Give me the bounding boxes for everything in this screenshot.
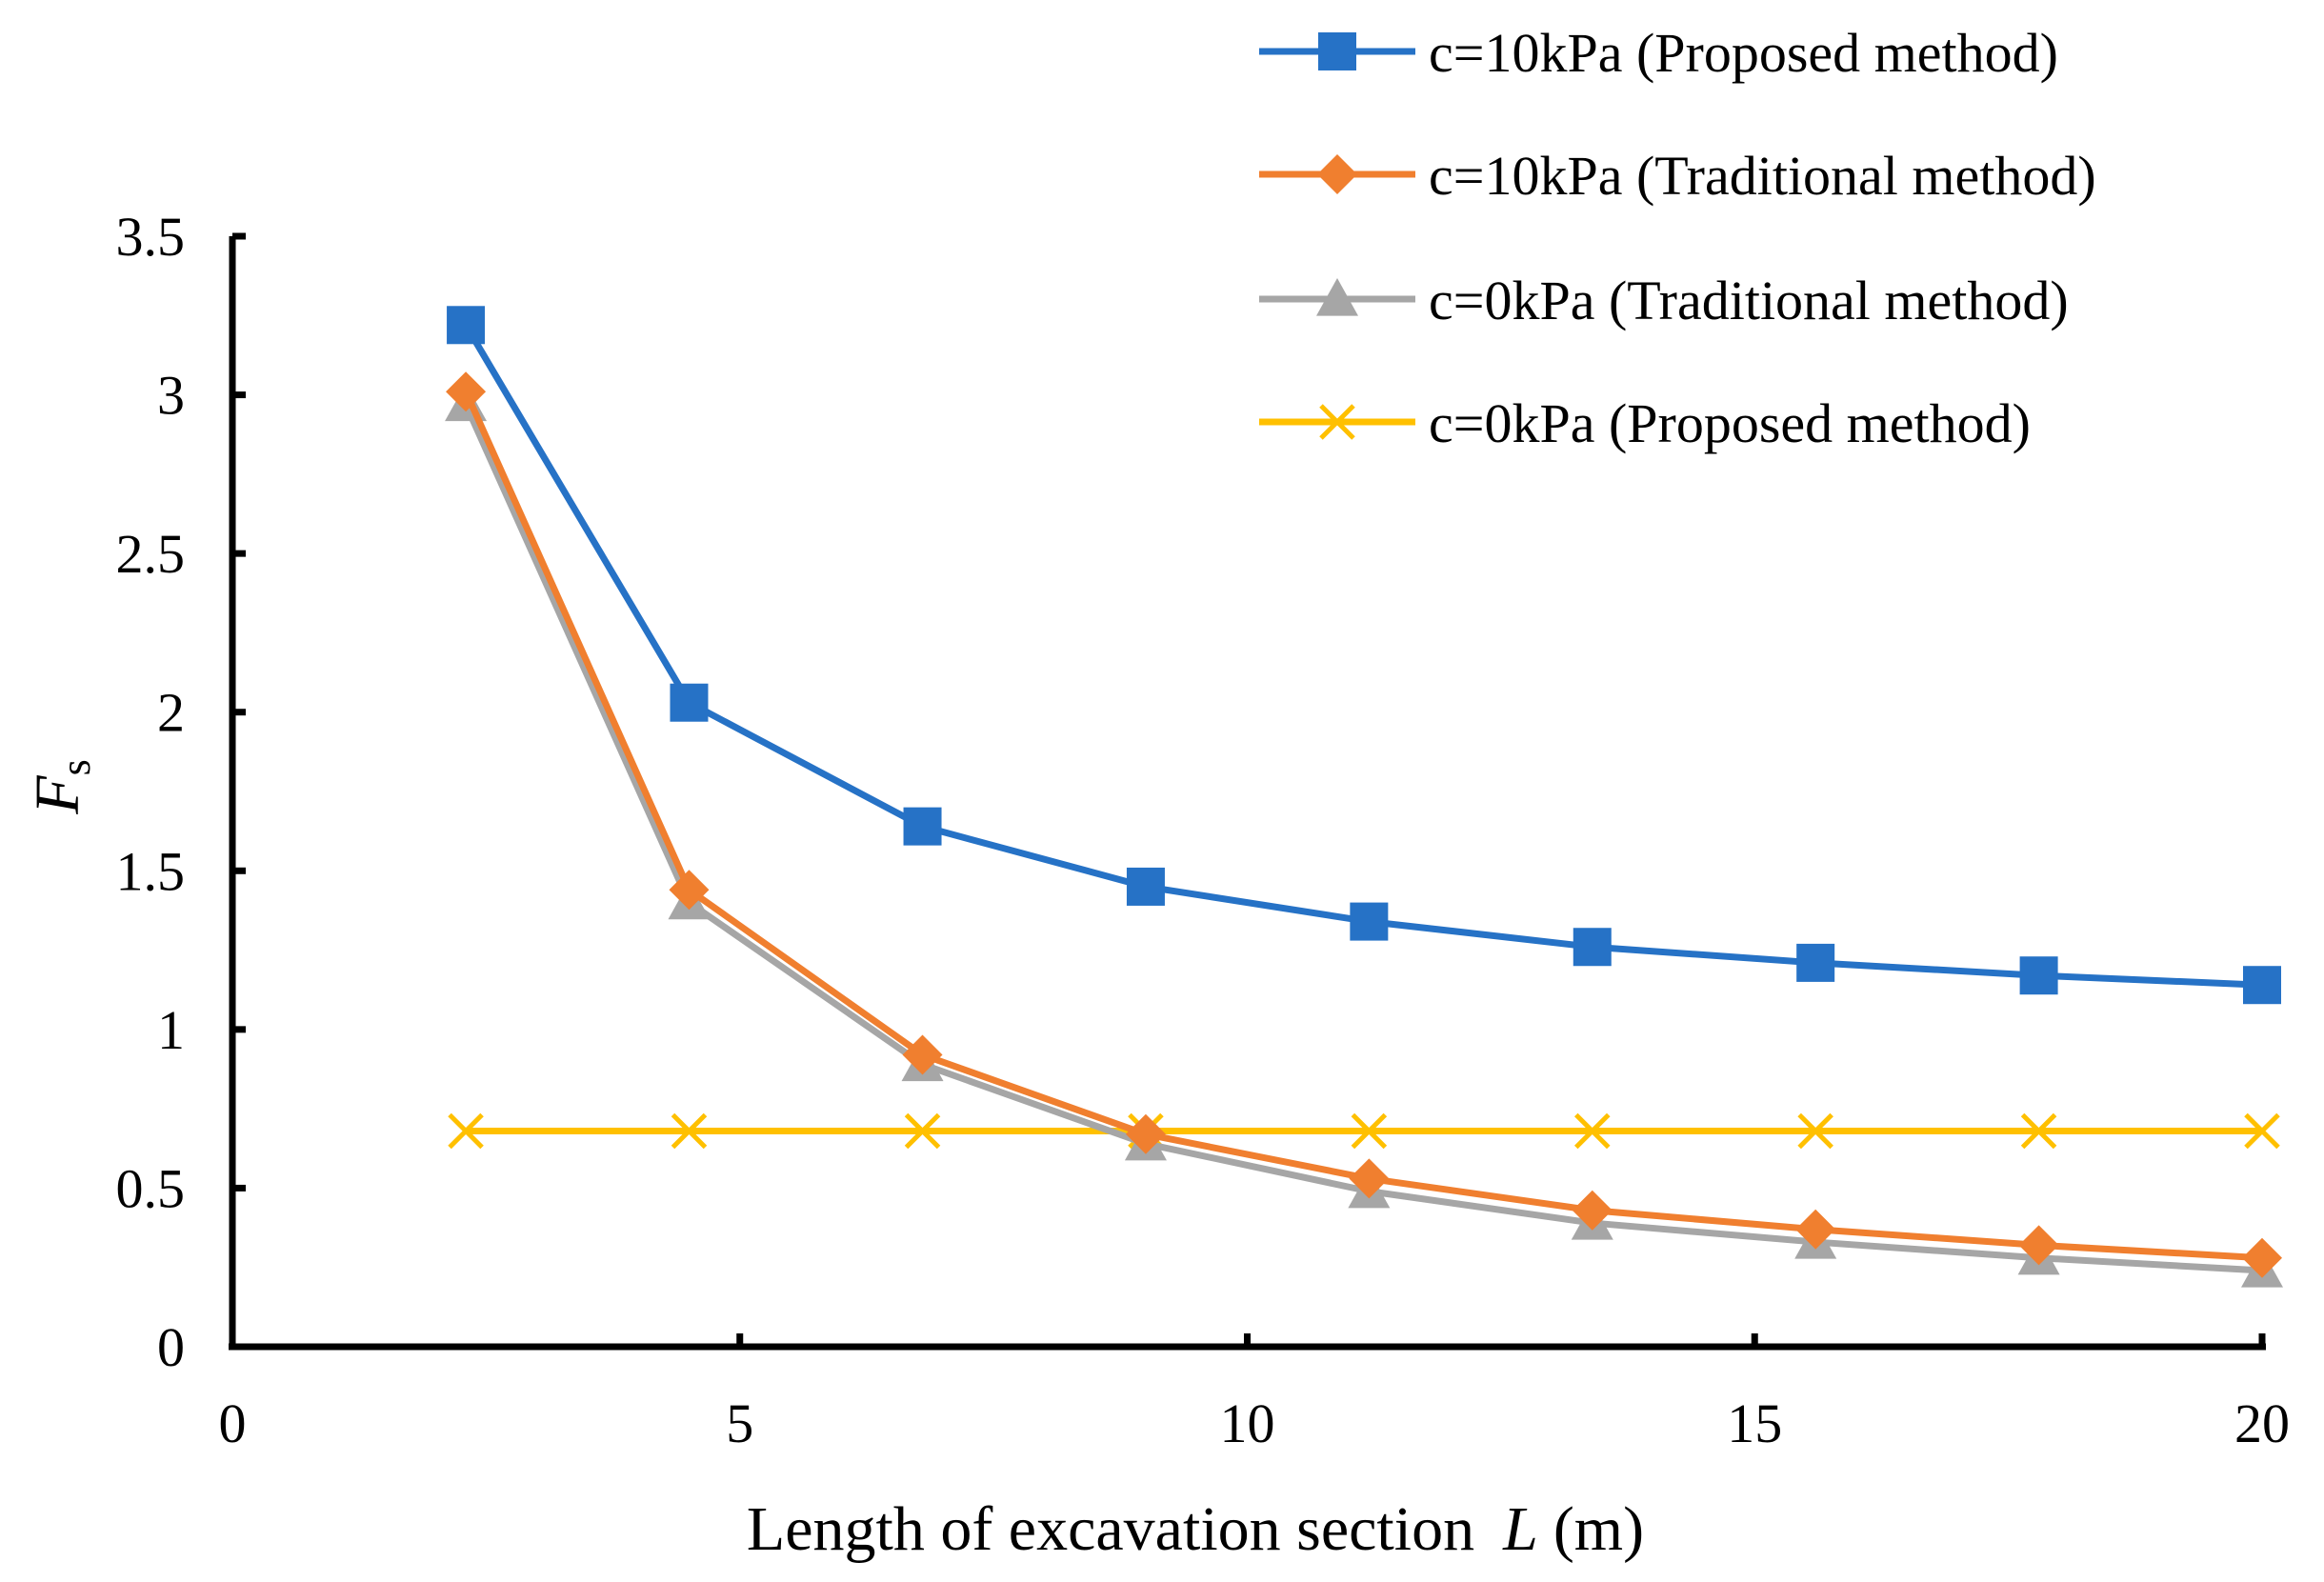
data-point [1795,1209,1836,1250]
plot-axes: 0 0.5 1 1.5 2 2.5 3 3.5 0 5 10 15 20 [116,206,2291,1454]
data-point [2244,1112,2280,1150]
marker-stroke [1351,1112,1388,1150]
marker-stroke [1574,1112,1611,1150]
data-point [1797,1112,1833,1150]
y-tick-label: 1.5 [116,840,186,902]
y-axis-title-sub: s [52,759,99,775]
data-point [2018,1225,2059,1266]
y-tick-label: 0.5 [116,1157,186,1219]
series-2 [446,371,2282,1278]
x-tick-label: 0 [219,1392,247,1454]
data-point [669,870,710,911]
legend-marker [1316,278,1358,316]
x-axis-title-main: Length of excavation section [747,1494,1474,1564]
legend-marker [1317,154,1357,194]
marker-stroke [904,1112,941,1150]
legend: c=10kPa (Proposed method) c=10kPa (Tradit… [1259,22,2096,454]
series-3 [445,383,2283,1288]
legend-label: c=0kPa (Proposed method) [1429,392,2031,454]
x-tick-label: 15 [1727,1392,1782,1454]
x-axis-title: Length of excavation section L (m) [747,1494,1644,1564]
data-point [671,1112,708,1150]
data-point [903,807,942,846]
data-point [1573,928,1612,967]
data-point [2242,1237,2282,1278]
y-axis-title: Fs [23,759,99,814]
marker-stroke [1797,1112,1833,1150]
marker-stroke [1319,404,1355,440]
y-tick-label: 3.5 [116,206,186,268]
data-point [2243,966,2281,1005]
y-tick-label: 3 [157,365,185,427]
data-point [1350,902,1389,941]
y-tick-label: 0 [157,1316,185,1378]
y-tick-label: 2 [157,682,185,744]
data-point [1572,1190,1613,1231]
legend-item: c=0kPa (Proposed method) [1259,392,2031,454]
marker-stroke [2020,1112,2057,1150]
data-point [902,1034,943,1075]
x-axis-title-var: L [1502,1494,1538,1564]
plot-series [445,306,2283,1288]
x-tick-label: 20 [2234,1392,2290,1454]
y-tick-label: 1 [157,999,185,1061]
data-point [2019,956,2058,995]
legend-item: c=10kPa (Traditional method) [1259,145,2096,207]
data-point [904,1112,941,1150]
data-point [1349,1158,1390,1199]
legend-marker [1319,404,1355,440]
data-point [447,306,486,345]
marker-stroke [671,1112,708,1150]
data-point [1796,943,1835,982]
series-1 [447,306,2281,1005]
marker-stroke [448,1112,484,1150]
legend-label: c=10kPa (Traditional method) [1429,145,2096,207]
data-point [448,1112,484,1150]
legend-item: c=10kPa (Proposed method) [1259,22,2058,84]
data-point [1351,1112,1388,1150]
marker-stroke [2244,1112,2280,1150]
x-tick-label: 10 [1220,1392,1275,1454]
legend-item: c=0kPa (Traditional method) [1259,270,2069,331]
y-axis-title-main: F [23,775,92,815]
data-point [1126,867,1165,906]
data-point [446,371,487,412]
data-point [2020,1112,2057,1150]
data-point [670,683,709,722]
legend-marker [1318,32,1356,70]
legend-label: c=0kPa (Traditional method) [1429,270,2069,331]
data-point [1125,1113,1166,1154]
legend-label: c=10kPa (Proposed method) [1429,22,2058,84]
x-tick-label: 5 [726,1392,753,1454]
y-tick-label: 2.5 [116,523,186,585]
series-4 [448,1112,2280,1150]
x-axis-title-unit: (m) [1553,1494,1644,1564]
data-point [1574,1112,1611,1150]
series-line [462,401,2266,1274]
